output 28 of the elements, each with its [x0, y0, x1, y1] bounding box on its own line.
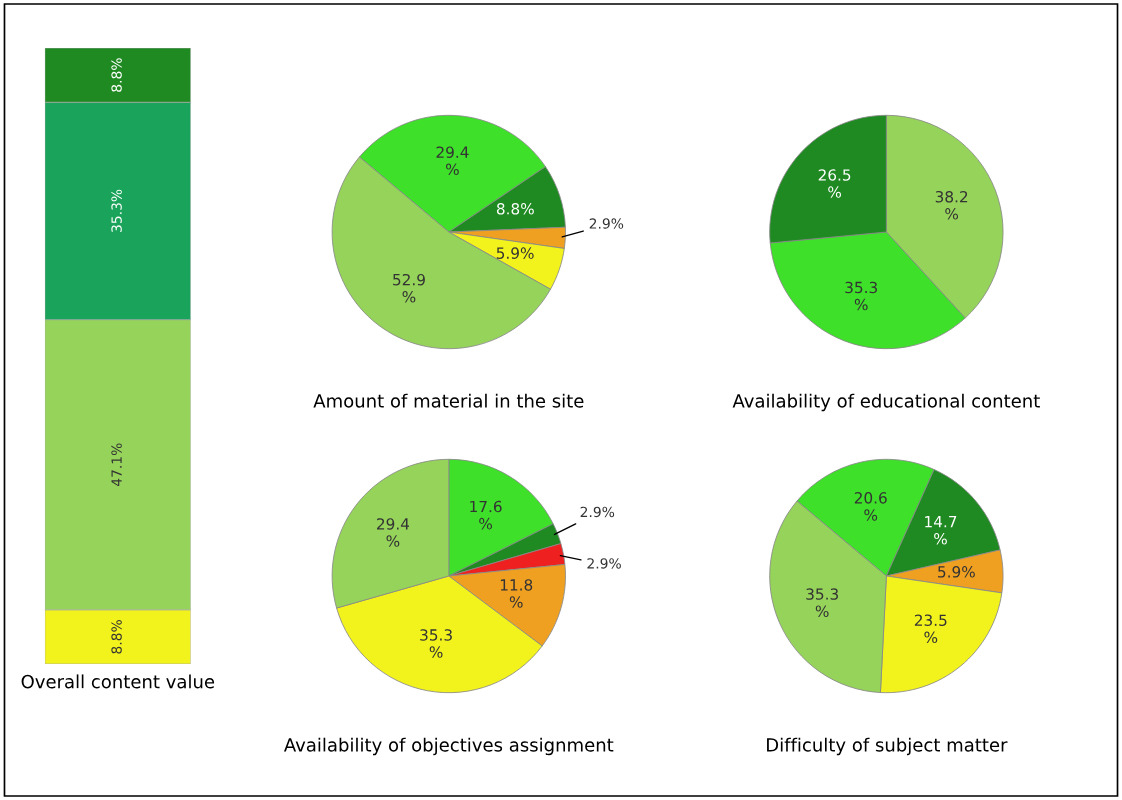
data-label: 2.9%	[587, 558, 621, 569]
data-label: 20.6 %	[854, 492, 887, 521]
data-label: 14.7 %	[925, 516, 957, 545]
data-label: 5.9%	[938, 566, 975, 578]
data-label: 23.5 %	[914, 614, 947, 644]
data-label: 29.4 %	[436, 146, 469, 176]
text: Availability of educational content	[732, 393, 1040, 412]
data-label: 35.3 %	[420, 629, 452, 658]
data-label: 35.3%	[111, 189, 122, 232]
data-label: 35.3 %	[845, 281, 878, 311]
data-label: 11.8 %	[500, 579, 533, 608]
text: Availability of objectives assignment	[283, 737, 614, 756]
x-axis-title: Overall content value	[21, 674, 215, 689]
data-label: 2.9%	[589, 218, 624, 229]
data-label: 26.5 %	[818, 169, 851, 198]
data-label: 47.1%	[111, 443, 122, 487]
data-label: 8.8%	[111, 58, 122, 92]
data-label: 17.6 %	[470, 500, 502, 530]
data-label: 8.8%	[496, 203, 534, 215]
text: Amount of material in the site	[313, 393, 584, 408]
data-label: 35.3 %	[806, 588, 838, 617]
data-label: 29.4 %	[377, 518, 410, 547]
data-label: 38.2 %	[935, 190, 968, 220]
data-label: 8.8%	[111, 620, 122, 654]
text: Difficulty of subject matter	[767, 737, 1008, 756]
data-label: 2.9%	[580, 506, 615, 518]
data-label: 52.9 %	[393, 273, 425, 303]
data-label: 5.9%	[496, 247, 534, 259]
